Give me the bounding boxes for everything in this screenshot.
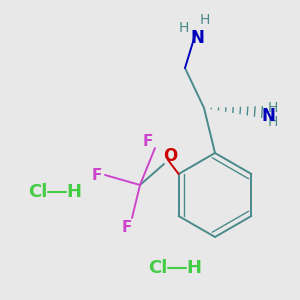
Text: H: H: [268, 115, 278, 129]
Text: Cl: Cl: [148, 259, 168, 277]
Text: Cl: Cl: [28, 183, 48, 201]
Text: H: H: [268, 101, 278, 115]
Text: H: H: [187, 259, 202, 277]
Text: H: H: [200, 13, 210, 27]
Text: N: N: [261, 107, 275, 125]
Text: F: F: [122, 220, 132, 236]
Text: N: N: [190, 29, 204, 47]
Text: O: O: [163, 147, 177, 165]
Text: F: F: [92, 167, 102, 182]
Text: H: H: [179, 21, 189, 35]
Text: F: F: [143, 134, 153, 149]
Text: H: H: [67, 183, 82, 201]
